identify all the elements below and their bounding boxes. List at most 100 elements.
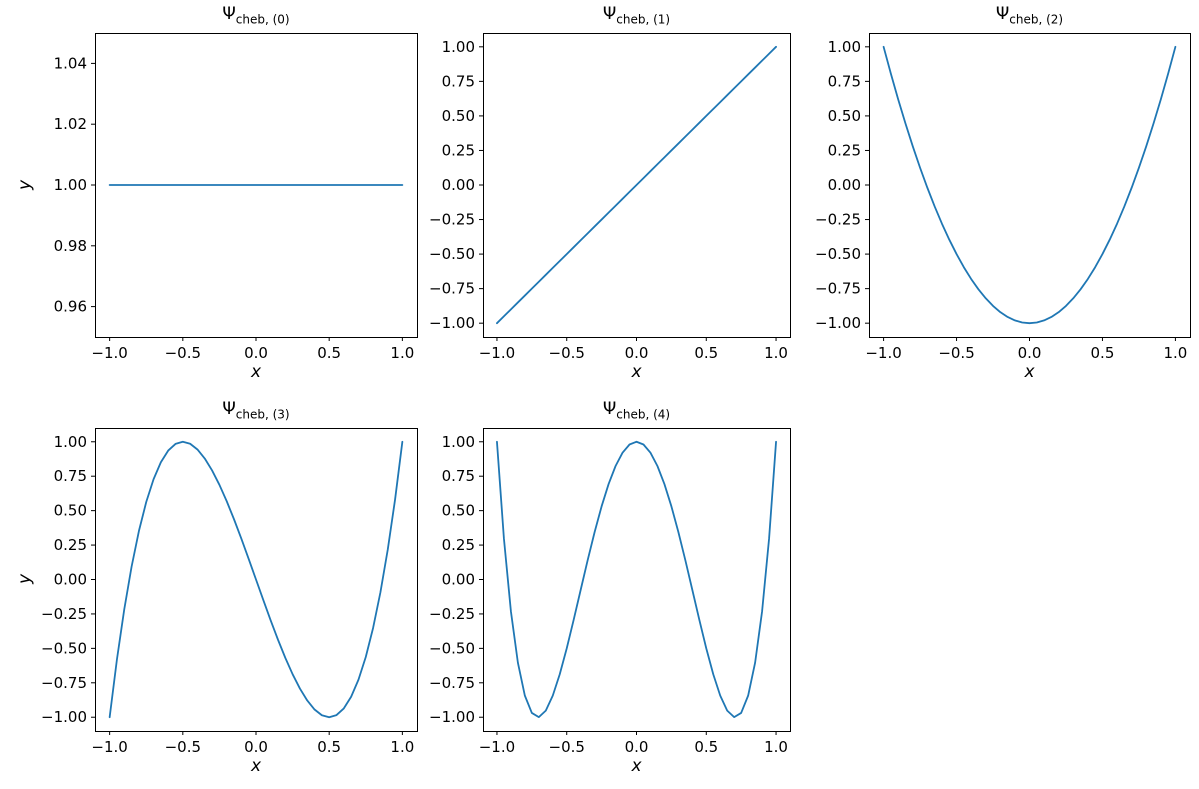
plot-canvas-psi-cheb-1: −1.0 −0.5 0.0 0.5 1.0 1.00 0.75 0.50 0.25 0.00 −0.…: [429, 33, 791, 362]
y-tick-label: −0.75: [429, 674, 475, 692]
x-tick-label: 1.0: [390, 738, 414, 756]
x-tick-label: −1.0: [91, 344, 127, 362]
y-tick-label: 0.75: [54, 467, 87, 485]
y-tick-label: 0.25: [442, 141, 475, 159]
axes-spines: [483, 33, 791, 338]
title-subscript: cheb, (1): [616, 12, 671, 27]
title-subscript: cheb, (3): [235, 407, 290, 422]
x-tick-label: 0.0: [625, 738, 649, 756]
y-tick-label: 0.50: [442, 502, 475, 520]
y-tick-label: 0.25: [828, 141, 861, 159]
y-tick-label: 0.00: [828, 176, 861, 194]
x-tick-label: 1.0: [764, 738, 788, 756]
y-tick-label: −0.25: [429, 605, 475, 623]
y-tick-label: 0.50: [828, 107, 861, 125]
plot-canvas-psi-cheb-2: −1.0 −0.5 0.0 0.5 1.0 1.00 0.75 0.50 0.25 0.00 −0.…: [815, 33, 1191, 362]
y-axis-label: y: [15, 573, 35, 585]
data-curve: [882, 45, 1177, 325]
y-tick-label: −1.00: [429, 314, 475, 332]
x-tick-label: 0.0: [625, 344, 649, 362]
x-tick-label: −1.0: [865, 344, 901, 362]
data-curve: [108, 440, 404, 719]
title-psi-symbol: Ψ: [222, 4, 236, 24]
x-tick-label: 0.5: [317, 738, 341, 756]
y-tick-label: −0.50: [815, 245, 861, 263]
x-tick-label: −1.0: [479, 738, 515, 756]
y-tick-label: 1.00: [442, 433, 475, 451]
x-axis-label: x: [631, 756, 642, 776]
x-axis-label: x: [631, 362, 642, 382]
subplot-psi-cheb-0: −1.0 −0.5 0.0 0.5 1.0 0.96 0.98 1.00 1.02 1.04 Ψc…: [0, 0, 432, 394]
x-tick-label: 0.5: [317, 344, 341, 362]
x-tick-label: −0.5: [549, 738, 585, 756]
x-tick-label: 0.0: [244, 344, 268, 362]
subplot-title-4: Ψcheb, (4): [483, 397, 790, 426]
plot-canvas-psi-cheb-3: −1.0 −0.5 0.0 0.5 1.0 1.00 0.75 0.50 0.25 0.00 −0.…: [41, 428, 418, 756]
title-subscript: cheb, (0): [235, 12, 290, 27]
x-tick-label: 1.0: [764, 344, 788, 362]
title-psi-symbol: Ψ: [602, 4, 617, 24]
y-tick-label: −1.00: [41, 708, 87, 726]
plot-canvas-psi-cheb-0: −1.0 −0.5 0.0 0.5 1.0 0.96 0.98 1.00 1.02 1.04: [54, 33, 418, 362]
y-tick-label: −1.00: [429, 708, 475, 726]
title-subscript: cheb, (2): [1009, 12, 1064, 27]
y-tick-label: 0.25: [54, 536, 87, 554]
axes-spines: [483, 428, 791, 732]
y-axis-label: y: [15, 179, 35, 191]
y-tick-label: −0.25: [429, 211, 475, 229]
y-tick-label: 0.25: [442, 536, 475, 554]
subplot-psi-cheb-2: −1.0 −0.5 0.0 0.5 1.0 1.00 0.75 0.50 0.25 0.00 −0.…: [814, 0, 1199, 394]
data-curve: [496, 440, 777, 719]
y-tick-label: 1.02: [54, 115, 87, 133]
y-tick-label: 1.00: [442, 38, 475, 56]
y-tick-label: 1.00: [54, 433, 87, 451]
subplot-psi-cheb-3: −1.0 −0.5 0.0 0.5 1.0 1.00 0.75 0.50 0.25 0.00 −0.…: [0, 394, 432, 789]
y-tick-label: 1.04: [54, 54, 87, 72]
axes-spines: [95, 33, 418, 338]
y-tick-label: −0.25: [815, 211, 861, 229]
y-tick-label: 0.75: [828, 72, 861, 90]
y-tick-label: 1.00: [54, 176, 87, 194]
x-tick-label: −0.5: [549, 344, 585, 362]
subplot-title-3: Ψcheb, (3): [95, 397, 417, 426]
y-tick-label: 0.75: [442, 72, 475, 90]
y-tick-label: −0.25: [41, 605, 87, 623]
subplot-psi-cheb-1: −1.0 −0.5 0.0 0.5 1.0 1.00 0.75 0.50 0.25 0.00 −0.…: [429, 0, 822, 394]
x-axis-label: x: [1024, 362, 1035, 382]
axes-spines: [869, 33, 1191, 338]
plot-canvas-psi-cheb-4: −1.0 −0.5 0.0 0.5 1.0 1.00 0.75 0.50 0.25 0.00 −0.…: [429, 428, 791, 756]
title-psi-symbol: Ψ: [995, 4, 1010, 24]
title-psi-symbol: Ψ: [602, 399, 617, 419]
y-tick-label: 0.98: [54, 237, 87, 255]
y-tick-label: 0.50: [442, 107, 475, 125]
y-tick-label: 0.00: [54, 571, 87, 589]
y-tick-label: 0.75: [442, 467, 475, 485]
title-psi-symbol: Ψ: [222, 399, 236, 419]
data-curve: [496, 45, 777, 325]
x-tick-label: −0.5: [165, 738, 201, 756]
y-tick-label: 0.00: [442, 176, 475, 194]
x-tick-label: −0.5: [165, 344, 201, 362]
x-tick-label: −0.5: [938, 344, 974, 362]
y-tick-label: −0.50: [41, 639, 87, 657]
y-tick-label: 0.00: [442, 571, 475, 589]
subplot-title-2: Ψcheb, (2): [869, 2, 1190, 31]
subplot-title-1: Ψcheb, (1): [483, 2, 790, 31]
x-tick-label: −1.0: [479, 344, 515, 362]
x-tick-label: 0.5: [1091, 344, 1115, 362]
x-tick-label: −1.0: [91, 738, 127, 756]
y-tick-label: −0.50: [429, 245, 475, 263]
y-tick-label: −0.75: [429, 280, 475, 298]
axes-spines: [95, 428, 418, 732]
title-subscript: cheb, (4): [616, 407, 671, 422]
y-tick-label: −0.50: [429, 639, 475, 657]
x-tick-label: 1.0: [390, 344, 414, 362]
x-tick-label: 1.0: [1163, 344, 1187, 362]
x-tick-label: 0.5: [694, 738, 718, 756]
x-tick-label: 0.5: [694, 344, 718, 362]
subplot-psi-cheb-4: −1.0 −0.5 0.0 0.5 1.0 1.00 0.75 0.50 0.25 0.00 −0.…: [429, 394, 822, 789]
x-tick-label: 0.0: [1018, 344, 1042, 362]
y-tick-label: 1.00: [828, 38, 861, 56]
y-tick-label: 0.96: [54, 298, 87, 316]
